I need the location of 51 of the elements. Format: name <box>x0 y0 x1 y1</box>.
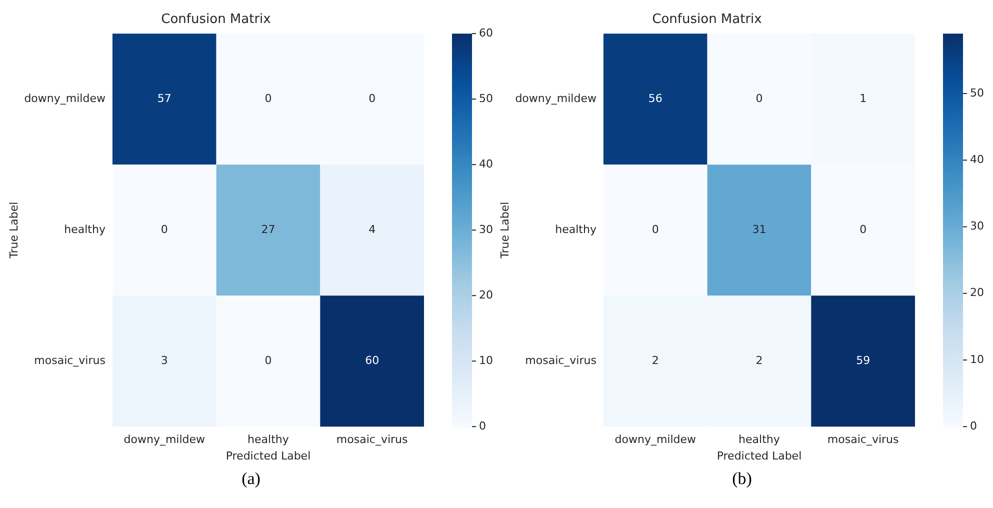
color-bar-label: 30 <box>479 222 493 236</box>
x-tick-label: downy_mildew <box>124 433 206 446</box>
data-label: 59 <box>856 354 870 367</box>
text: (a) <box>240 469 262 489</box>
color-bar-label: 20 <box>479 288 493 302</box>
data-label: 27 <box>261 222 276 236</box>
y-tick-label: healthy <box>555 222 597 236</box>
data-label: 0 <box>264 354 272 367</box>
data-label: 60 <box>365 354 380 367</box>
color-bar-label: 50 <box>970 86 984 100</box>
x-tick-label: mosaic_virus <box>827 433 899 446</box>
x-tick-label: healthy <box>248 433 290 446</box>
data-label: 0 <box>160 222 168 236</box>
color-bar-label: 20 <box>970 286 984 300</box>
data-label: 2 <box>756 354 763 367</box>
color-bar-label: 40 <box>479 157 493 170</box>
data-label: 0 <box>264 92 272 105</box>
data-label: 3 <box>160 354 168 367</box>
y-axis-title: True Label <box>7 202 20 260</box>
color-bar-label: 0 <box>479 419 486 432</box>
color-bar-label: 50 <box>479 92 493 105</box>
color-bar-label: 60 <box>479 26 493 40</box>
x-tick-label: healthy <box>738 433 780 446</box>
y-axis-title: True Label <box>498 202 512 260</box>
data-label: 2 <box>652 354 659 367</box>
y-tick-label: mosaic_virus <box>525 354 597 367</box>
color-bar-label: 0 <box>970 419 977 432</box>
data-label: 0 <box>756 92 763 105</box>
data-label: 31 <box>752 222 766 236</box>
x-tick-label: mosaic_virus <box>336 433 408 446</box>
color-bar-label: 40 <box>970 153 984 166</box>
color-bar-label: 30 <box>970 220 984 233</box>
color-bar-label: 10 <box>970 352 984 366</box>
data-label: 0 <box>860 222 867 236</box>
data-label: 0 <box>368 92 376 105</box>
data-label: 57 <box>157 92 172 105</box>
x-axis-title: Predicted Label <box>716 449 802 462</box>
chart-title: Confusion Matrix <box>652 12 762 28</box>
color-bar-label: 10 <box>479 354 493 367</box>
y-tick-label: downy_mildew <box>515 92 596 105</box>
y-tick-label: mosaic_virus <box>34 354 106 367</box>
data-label: 0 <box>652 222 659 236</box>
data-label: 56 <box>648 92 662 105</box>
data-label: 4 <box>368 222 376 236</box>
text: (b) <box>731 469 753 489</box>
chart-title: Confusion Matrix <box>161 12 272 28</box>
x-tick-label: downy_mildew <box>614 433 696 446</box>
y-tick-label: healthy <box>64 222 106 236</box>
data-label: 1 <box>860 92 867 105</box>
x-axis-title: Predicted Label <box>226 449 311 462</box>
y-tick-label: downy_mildew <box>24 92 106 105</box>
